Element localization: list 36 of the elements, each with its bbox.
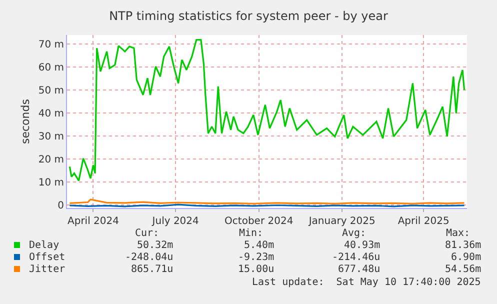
text: 5.40m <box>244 240 274 251</box>
text: Max: <box>446 228 470 239</box>
x-tick-label: April 2025 <box>398 216 450 227</box>
y-tick-label: 0 <box>58 200 64 212</box>
x-tick-label: April 2024 <box>68 216 119 227</box>
y-tick-label: 20 m <box>38 154 64 166</box>
y-tick-label: 30 m <box>38 132 64 143</box>
y-tick-label: 60 m <box>38 62 64 74</box>
legend-label: Jitter <box>29 264 66 275</box>
text: -214.46u <box>332 252 380 263</box>
legend-label: Offset <box>29 252 66 263</box>
text: Avg: <box>342 228 366 239</box>
text: Cur: <box>135 228 160 239</box>
x-tick-label: October 2024 <box>224 216 294 227</box>
x-tick-label: January 2025 <box>308 216 376 227</box>
text: 6.90m <box>451 252 482 263</box>
line-series <box>68 39 466 182</box>
text: 81.36m <box>445 240 482 251</box>
text: -9.23m <box>238 252 274 263</box>
text: 15.00u <box>238 264 274 275</box>
legend-label: Delay <box>29 240 60 251</box>
text: -248.04u <box>125 252 174 263</box>
y-tick-label: 10 m <box>38 178 64 189</box>
y-tick-label: 70 m <box>38 40 64 51</box>
text: Min: <box>239 228 264 239</box>
text: 50.32m <box>137 240 174 251</box>
text: 54.56m <box>445 264 482 275</box>
text: Last update: Sat May 10 17:40:00 2025 <box>252 277 481 288</box>
text: 677.48u <box>338 264 380 275</box>
text: 865.71u <box>131 264 174 275</box>
y-tick-label: 50 m <box>38 86 64 97</box>
y-axis-title: seconds <box>18 98 32 144</box>
chart-title: NTP timing statistics for system peer - by year <box>109 9 388 24</box>
x-tick-label: July 2024 <box>151 216 199 227</box>
y-tick-label: 40 m <box>38 108 64 120</box>
text: 40.93m <box>344 240 380 251</box>
